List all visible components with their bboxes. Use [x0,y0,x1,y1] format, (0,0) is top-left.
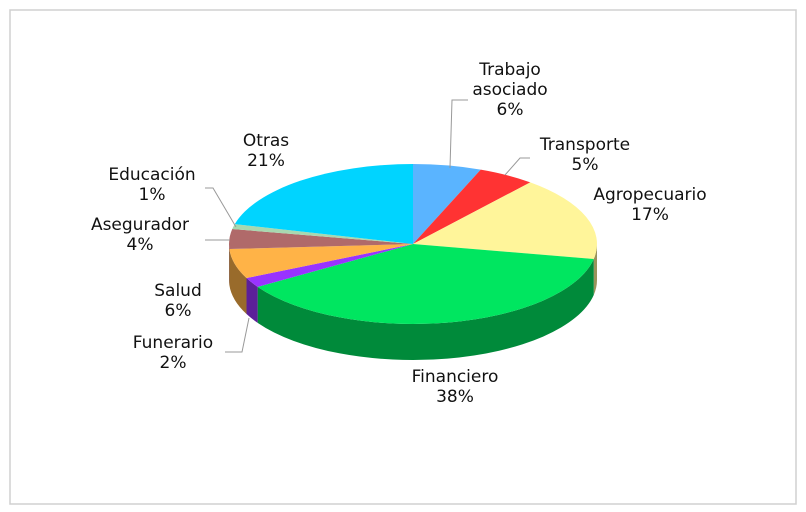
slice [413,169,531,244]
slice-value-label: 38% [436,387,474,407]
slice-label: Transporte [539,135,630,155]
slice-side [257,258,594,361]
slice [229,229,413,250]
slice-label: Educación [108,165,195,185]
slice-value-label: 2% [160,353,187,373]
leader-line [449,99,468,169]
leader-line [205,187,237,228]
slice [234,164,413,244]
slice-value-label: 4% [127,235,154,255]
slice [232,224,413,244]
leader-line [504,157,530,176]
slice-side [593,244,597,295]
slice-label: Otras [243,131,289,151]
slice-label: Trabajo asociado [472,60,547,100]
slice-value-label: 6% [497,100,524,120]
slice-side [246,278,258,323]
slice-value-label: 5% [572,155,599,175]
slice-value-label: 21% [247,151,285,171]
slice-label: Asegurador [91,215,189,235]
slice-label: Salud [154,281,202,301]
slice [413,182,597,259]
slice-label: Agropecuario [593,185,706,205]
slice [257,244,594,324]
slice [413,164,481,244]
slice-value-label: 1% [139,185,166,205]
slice-label: Funerario [133,333,213,353]
slice-value-label: 17% [631,205,669,225]
leader-line [225,317,250,353]
slice [246,244,413,287]
slice [229,244,413,279]
slice-value-label: 6% [165,301,192,321]
slice-side [229,249,247,315]
slice-label: Financiero [412,367,499,387]
